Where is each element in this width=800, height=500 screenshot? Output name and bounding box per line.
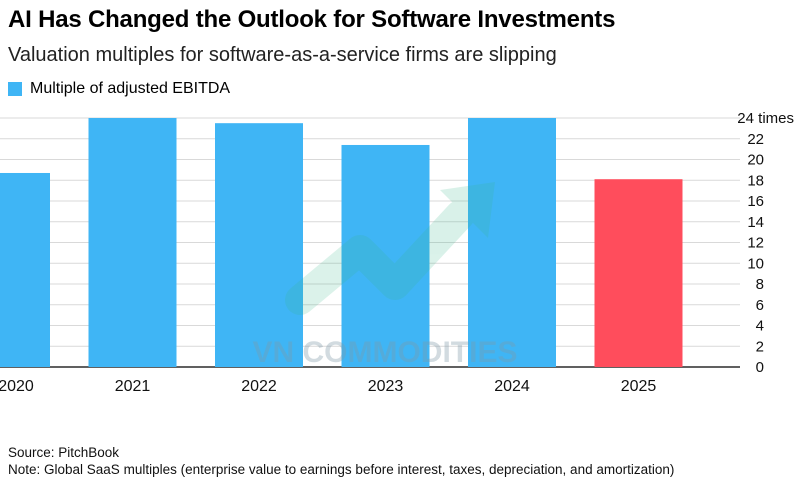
- bar-2020: [0, 172, 50, 367]
- chart-subtitle: Valuation multiples for software-as-a-se…: [8, 44, 557, 66]
- note-text: Note: Global SaaS multiples (enterprise …: [8, 462, 675, 477]
- legend-label: Multiple of adjusted EBITDA: [30, 80, 231, 97]
- bar-2022: [215, 123, 303, 367]
- y-tick-label: 20: [747, 152, 764, 169]
- bar-2021: [88, 118, 177, 367]
- x-tick-label: 2021: [115, 378, 151, 395]
- chart-title: AI Has Changed the Outlook for Software …: [8, 6, 616, 33]
- x-tick-label: 2025: [621, 378, 657, 395]
- y-tick-label: 8: [756, 276, 764, 293]
- legend-swatch: [8, 82, 22, 96]
- x-tick-label: 2024: [494, 378, 530, 395]
- bar-2023: [341, 144, 430, 367]
- x-tick-label: 2020: [0, 378, 34, 395]
- y-tick-label: 12: [747, 235, 764, 252]
- x-tick-label: 2023: [368, 378, 404, 395]
- y-tick-label: 2: [756, 338, 764, 355]
- bar-2024: [468, 118, 556, 367]
- y-tick-label: 18: [747, 172, 764, 189]
- source-text: Source: PitchBook: [8, 445, 120, 460]
- y-tick-label: 24 times: [737, 110, 794, 127]
- y-tick-label: 14: [747, 214, 764, 231]
- bar-2025: [594, 179, 683, 367]
- y-tick-label: 6: [756, 297, 764, 314]
- legend: Multiple of adjusted EBITDA: [8, 80, 230, 98]
- y-tick-label: 16: [747, 193, 764, 210]
- y-tick-label: 4: [756, 318, 764, 335]
- x-tick-label: 2022: [241, 378, 277, 395]
- y-tick-label: 22: [747, 131, 764, 148]
- y-tick-label: 0: [756, 359, 764, 376]
- y-tick-label: 10: [747, 255, 764, 272]
